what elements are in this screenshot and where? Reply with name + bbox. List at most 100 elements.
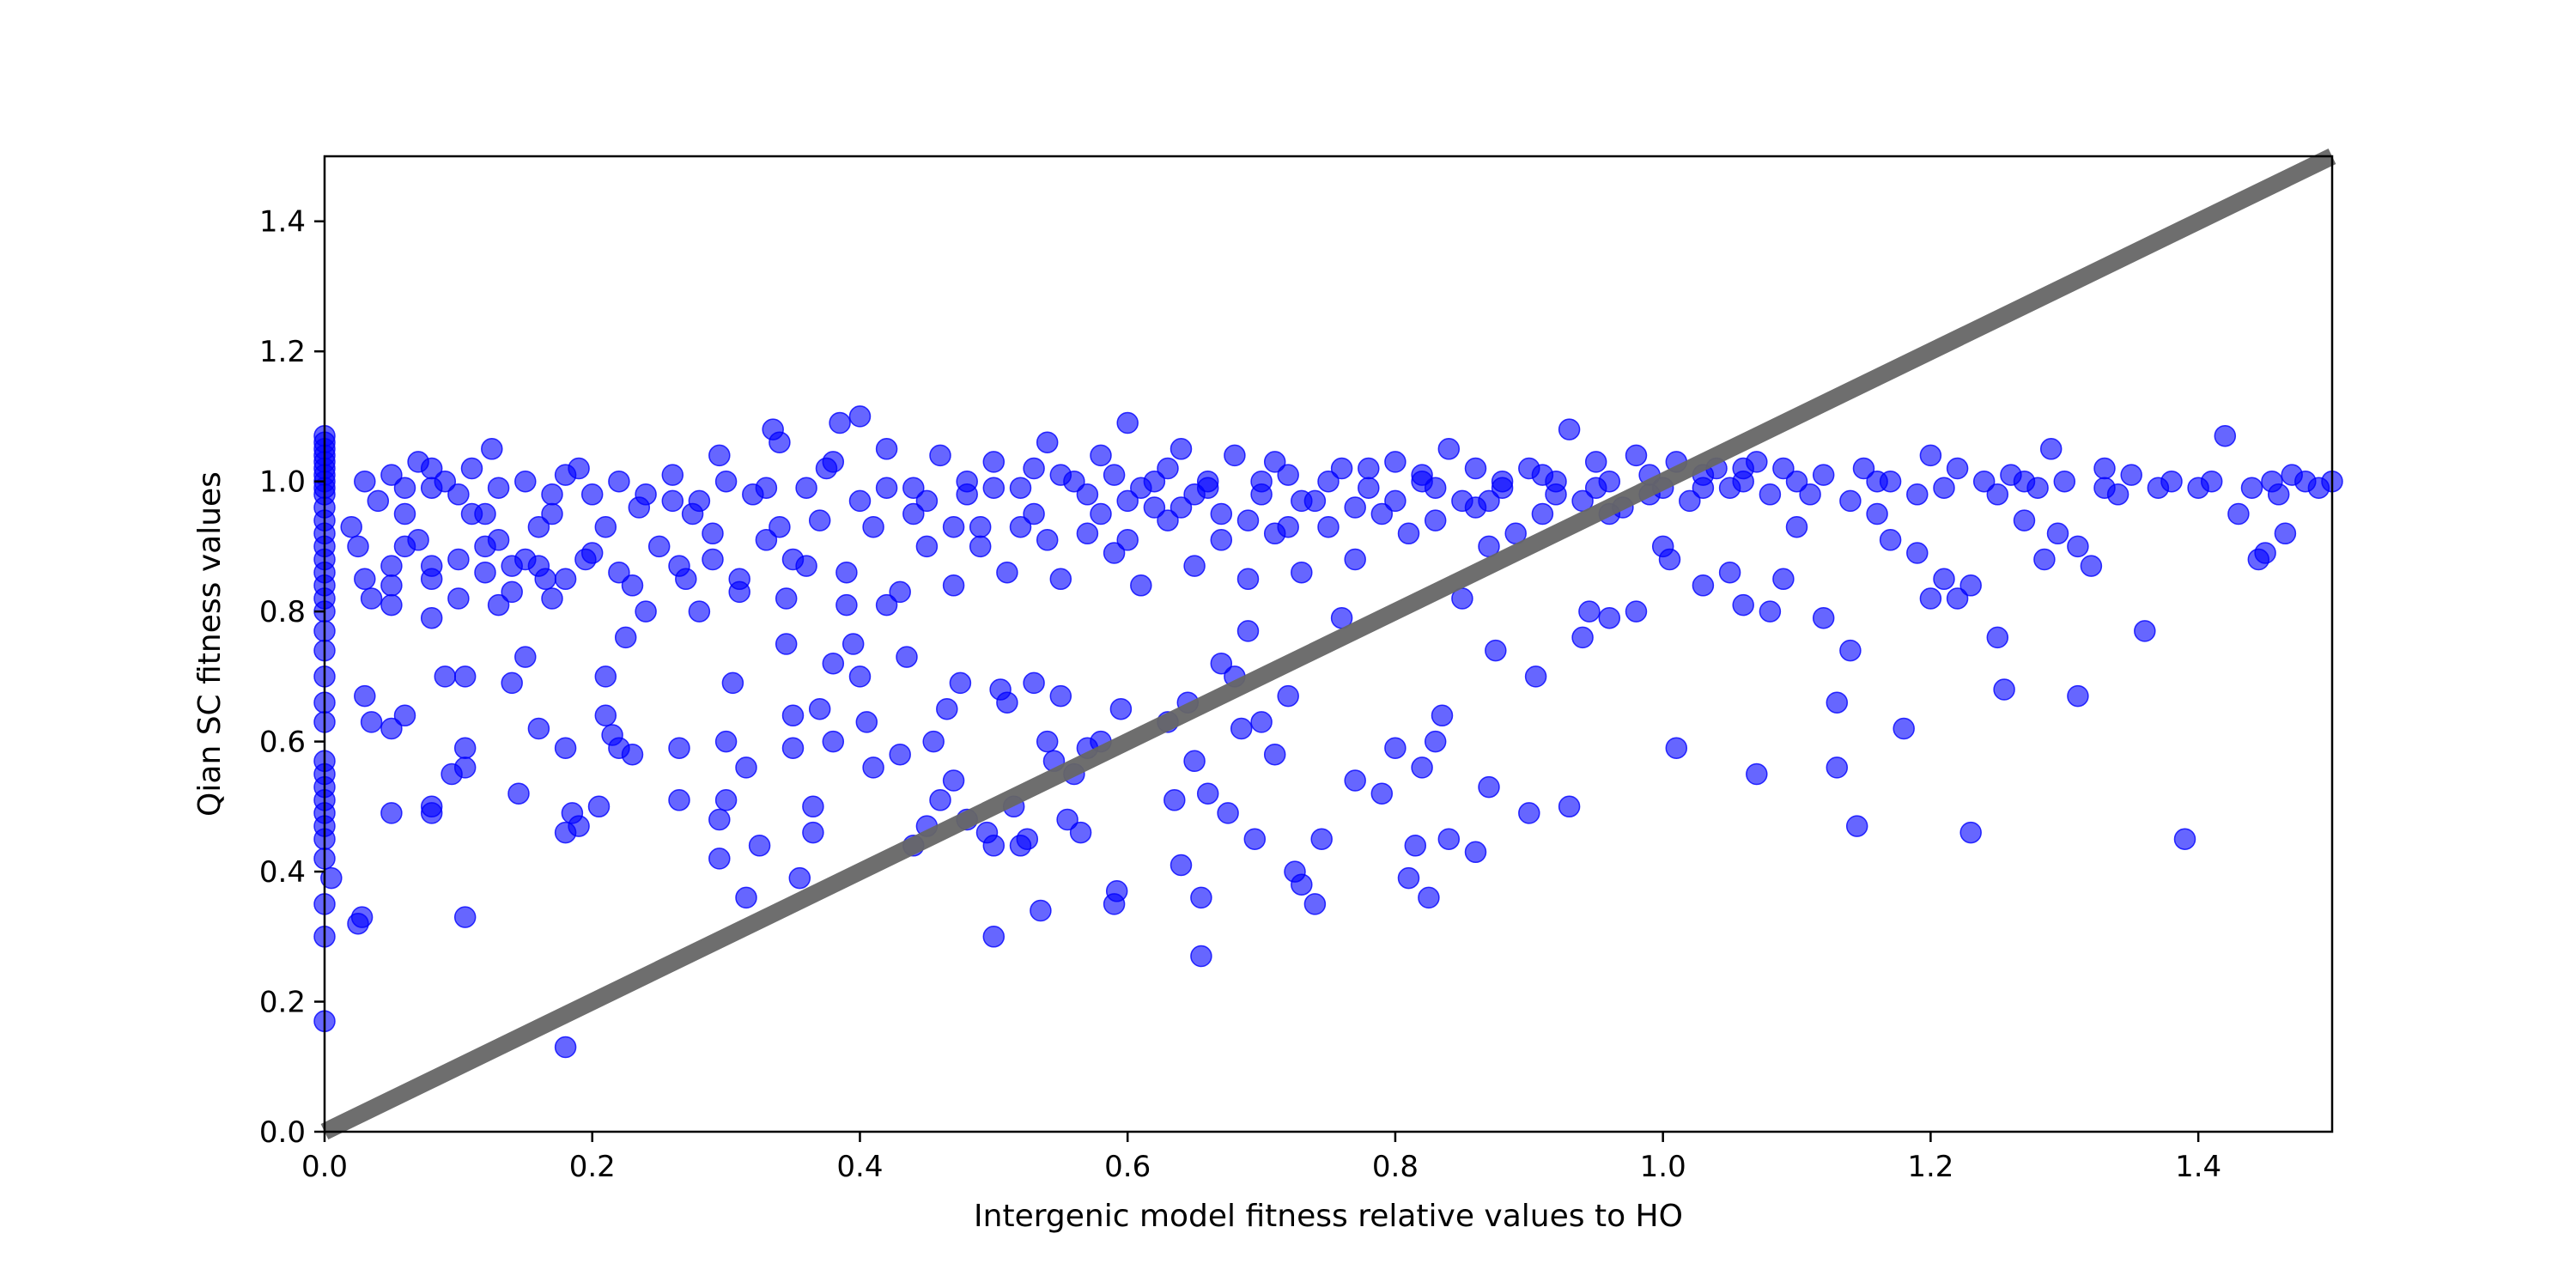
data-point (407, 529, 429, 551)
data-point (735, 886, 757, 909)
data-point (1103, 542, 1126, 564)
data-point (1277, 515, 1299, 538)
y-tick-label: 0.6 (259, 726, 306, 760)
data-point (1210, 652, 1233, 675)
data-point (367, 489, 390, 513)
data-point (1090, 502, 1112, 526)
data-point (688, 489, 711, 513)
data-point (822, 652, 845, 675)
data-point (1109, 697, 1133, 720)
data-point (1069, 821, 1092, 844)
data-point (1076, 483, 1099, 506)
data-point (835, 593, 858, 617)
data-point (1291, 489, 1313, 513)
data-point (875, 477, 898, 499)
data-point (1866, 502, 1888, 526)
data-point (1009, 477, 1032, 499)
data-point (875, 438, 898, 460)
data-point (635, 600, 657, 623)
data-point (1437, 438, 1461, 460)
data-point (829, 411, 851, 434)
data-point (2067, 535, 2089, 558)
data-point (1437, 828, 1461, 850)
data-point (982, 451, 1005, 473)
x-tick-label: 1.0 (1640, 1150, 1686, 1184)
data-point (580, 542, 604, 564)
data-point (735, 756, 757, 779)
data-point (1183, 483, 1206, 506)
data-point (702, 548, 724, 571)
data-point (1049, 684, 1072, 708)
data-point (1772, 568, 1795, 591)
data-point (1718, 477, 1741, 499)
data-point (1090, 444, 1112, 467)
data-point (1524, 665, 1547, 688)
data-point (1845, 815, 1868, 837)
data-point (1230, 717, 1253, 740)
data-point (969, 535, 992, 558)
data-point (594, 515, 617, 538)
y-tick-label: 0.0 (259, 1115, 306, 1150)
data-point (1584, 451, 1607, 473)
data-point (1250, 711, 1273, 733)
data-point (1732, 457, 1754, 480)
data-point (1478, 775, 1500, 799)
data-point (929, 789, 951, 811)
data-point (1263, 743, 1286, 766)
data-point (1210, 502, 1233, 526)
data-point (541, 587, 563, 610)
data-point (775, 633, 798, 655)
data-point (453, 756, 477, 779)
data-point (1210, 529, 1233, 551)
data-point (708, 848, 731, 870)
data-point (956, 470, 978, 493)
x-tick-label: 1.2 (1907, 1150, 1953, 1184)
data-point (1839, 489, 1862, 513)
data-point (568, 457, 590, 480)
data-point (942, 515, 965, 538)
data-point (896, 646, 918, 668)
data-point (1906, 542, 1929, 564)
data-point (2267, 483, 2290, 506)
data-point (1023, 457, 1045, 480)
data-point (1310, 828, 1333, 850)
data-point (1103, 464, 1126, 486)
data-point (1236, 509, 1260, 532)
data-point (688, 600, 711, 623)
data-point (554, 737, 577, 759)
data-point (2093, 457, 2116, 480)
data-point (1116, 489, 1139, 513)
data-point (2053, 470, 2076, 493)
data-point (2033, 548, 2056, 571)
data-point (835, 561, 858, 584)
data-point (514, 646, 537, 668)
data-point (608, 561, 630, 584)
data-point (447, 548, 470, 571)
data-point (354, 470, 376, 493)
data-point (1163, 789, 1186, 811)
x-tick-label: 0.2 (569, 1150, 616, 1184)
data-point (1866, 470, 1888, 493)
data-point (1545, 483, 1567, 506)
data-point (2160, 470, 2183, 493)
data-point (848, 489, 872, 513)
data-point (1277, 684, 1299, 708)
data-point (1183, 555, 1206, 577)
data-point (380, 717, 403, 740)
data-point (1518, 802, 1540, 824)
data-point (1799, 483, 1821, 506)
data-point (795, 477, 817, 499)
data-point (507, 782, 530, 805)
data-point (1243, 828, 1267, 850)
data-point (949, 671, 972, 695)
data-point (594, 704, 617, 727)
data-point (554, 568, 577, 591)
data-point (915, 535, 939, 558)
data-point (875, 593, 898, 617)
data-point (621, 574, 644, 597)
data-point (594, 665, 617, 688)
data-point (996, 561, 1018, 584)
data-point (721, 671, 744, 695)
data-point (460, 502, 483, 526)
